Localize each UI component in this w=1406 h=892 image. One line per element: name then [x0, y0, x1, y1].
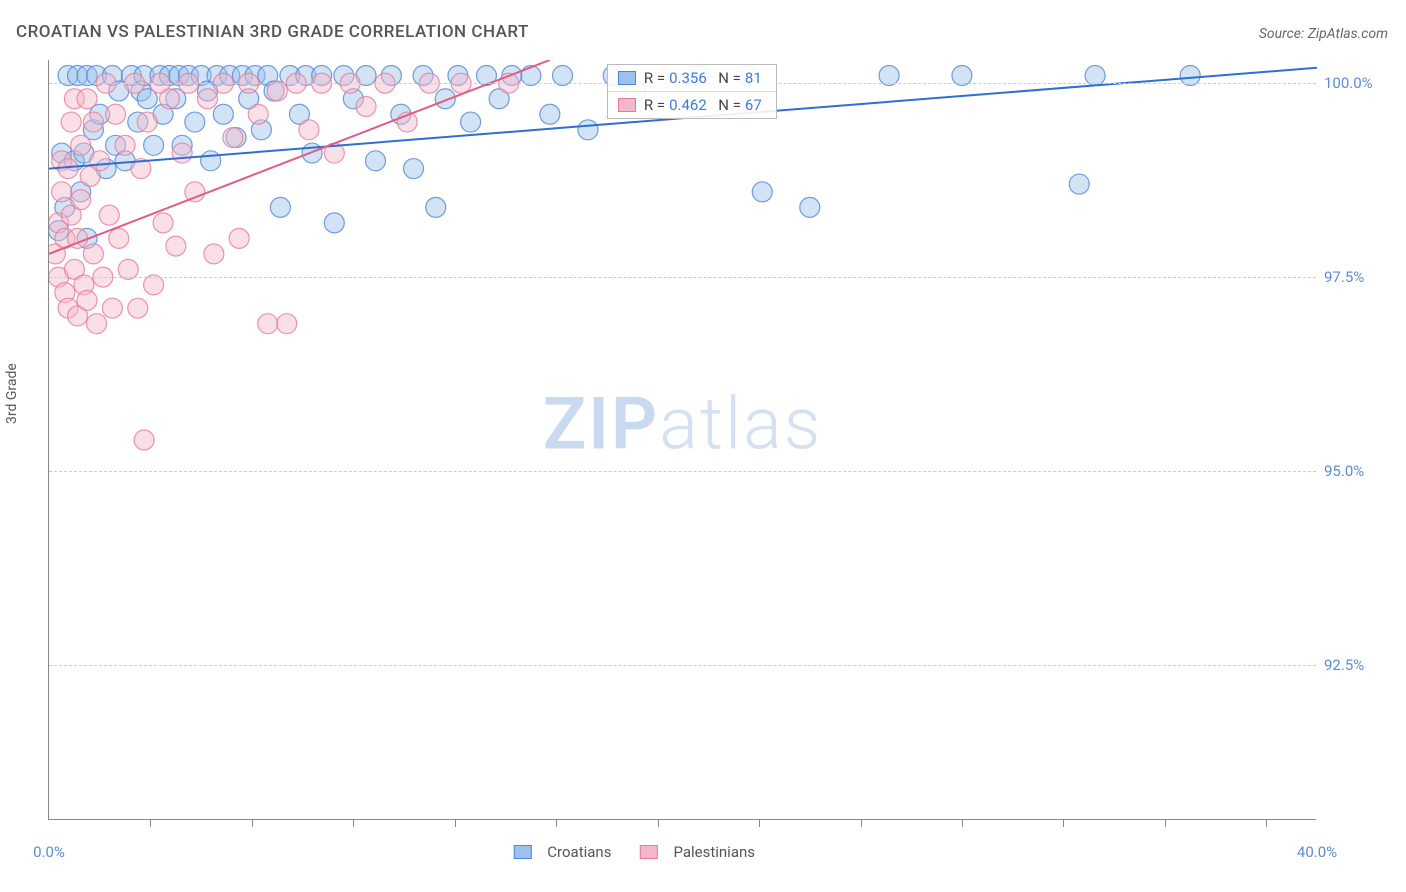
correlation-legend: R = 0.356 N = 81 R = 0.462 N = 67 [607, 64, 777, 119]
series-legend-item-0: Croatians [513, 843, 611, 861]
legend-n-label: N = [718, 69, 741, 87]
legend-r-value-1: 0.462 [669, 96, 707, 114]
legend-n-value-1: 67 [745, 96, 762, 114]
legend-r-label: R = [644, 69, 665, 87]
legend-row-croatians: R = 0.356 N = 81 [608, 65, 776, 92]
scatter-svg [49, 60, 1317, 820]
legend-n-value-0: 81 [745, 69, 762, 87]
y-tick-label: 97.5% [1324, 268, 1394, 286]
y-tick-label: 100.0% [1324, 74, 1394, 92]
series-legend-label-1: Palestinians [673, 843, 755, 861]
y-axis-label: 3rd Grade [4, 363, 20, 424]
legend-swatch-icon [639, 845, 657, 859]
plot-area: ZIPatlas 92.5%95.0%97.5%100.0% 0.0%40.0%… [48, 60, 1316, 820]
series-legend-label-0: Croatians [547, 843, 611, 861]
legend-swatch-palestinians [618, 98, 636, 112]
x-tick-label: 40.0% [1297, 843, 1337, 861]
legend-swatch-croatians [618, 71, 636, 85]
legend-swatch-icon [513, 845, 531, 859]
legend-r-value-0: 0.356 [669, 69, 707, 87]
chart-title: CROATIAN VS PALESTINIAN 3RD GRADE CORREL… [16, 22, 529, 42]
source-attribution: Source: ZipAtlas.com [1259, 26, 1388, 42]
y-tick-label: 95.0% [1324, 462, 1394, 480]
y-tick-label: 92.5% [1324, 656, 1394, 674]
legend-row-palestinians: R = 0.462 N = 67 [608, 92, 776, 118]
legend-n-label: N = [718, 96, 741, 114]
series-legend-item-1: Palestinians [639, 843, 755, 861]
x-tick-label: 0.0% [33, 843, 65, 861]
series-legend: Croatians Palestinians [513, 843, 755, 861]
legend-r-label: R = [644, 96, 665, 114]
